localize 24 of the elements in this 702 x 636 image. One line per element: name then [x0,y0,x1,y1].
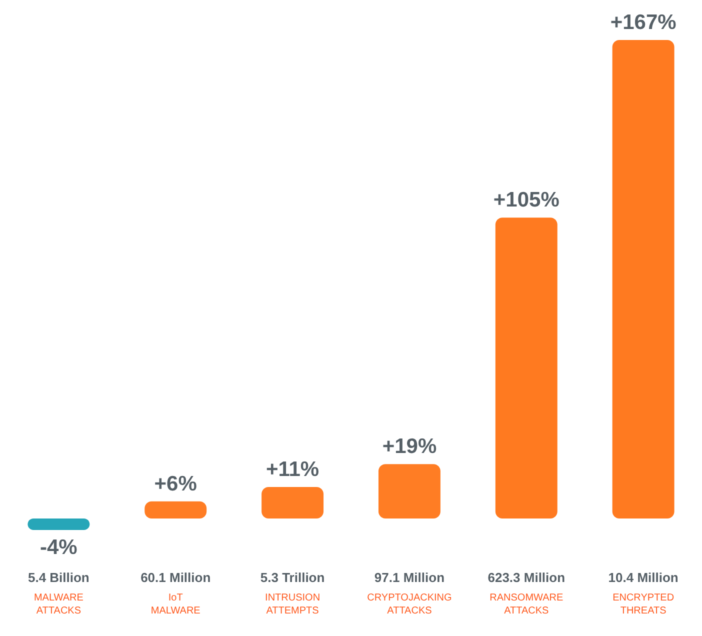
bar [144,501,207,519]
x-tick-label: ENCRYPTED THREATS [612,592,674,616]
text: 5.3 Trillion [260,570,325,585]
data-label: +6% [154,472,198,496]
x-tick-label: MALWARE ATTACKS [34,592,84,616]
data-label: +19% [382,435,437,458]
x-tick-label: CRYPTOJACKING ATTACKS [367,592,452,616]
x-tick-label: INTRUSION ATTEMPTS [265,592,320,616]
data-label: +11% [266,458,320,482]
data-label: +105% [493,188,560,212]
bar [495,218,558,519]
data-label: -4% [40,536,78,559]
text: 5.4 Billion [28,570,90,585]
text: 10.4 Million [608,570,678,585]
text: 97.1 Million [374,570,445,585]
x-tick-label: RANSOMWARE ATTACKS [490,592,564,616]
bar [28,518,90,530]
text: 60.1 Million [140,570,211,585]
bar [612,40,674,519]
bar [378,464,440,519]
text: 623.3 Million [488,570,566,585]
data-label: +167% [610,11,677,34]
x-tick-label: IoT MALWARE [150,592,201,616]
bar [262,487,324,519]
